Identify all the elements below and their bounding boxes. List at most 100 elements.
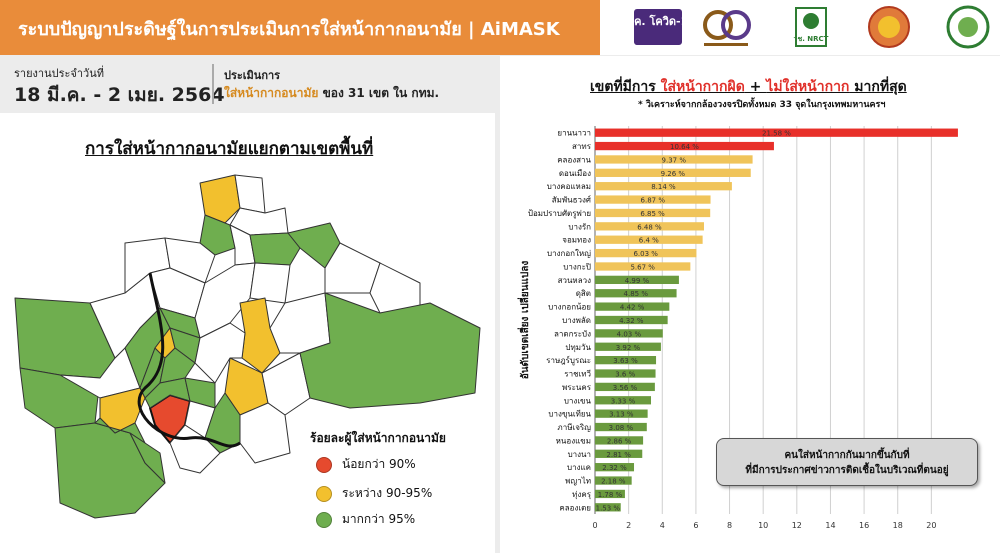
district-map-area[interactable]: [194, 322, 246, 384]
category-label: ดุสิต: [576, 289, 591, 298]
category-label: บางเขน: [564, 396, 592, 405]
data-label: 6.85 %: [640, 210, 665, 218]
bar: [595, 235, 703, 244]
legend-item-mid: ระหว่าง 90-95%: [316, 484, 432, 503]
category-label: บางกะปิ: [563, 262, 591, 271]
category-label: บางพลัด: [562, 316, 591, 325]
nrct-logo-text: วช. NRCT: [794, 35, 829, 43]
category-label: บางรัก: [568, 222, 591, 231]
y-axis-label: อันดับเขตเสี่ยง เปลี่ยนแปลง: [517, 261, 531, 380]
district-map-area[interactable]: [369, 262, 421, 314]
district-map-area[interactable]: [249, 232, 301, 266]
data-label: 4.42 %: [620, 304, 645, 312]
data-label: 3.6 %: [615, 371, 635, 379]
x-tick-label: 6: [693, 521, 698, 530]
data-label: 2.32 %: [602, 464, 627, 472]
x-tick-label: 12: [792, 521, 802, 530]
legend-dot-yellow-icon: [316, 485, 332, 502]
data-label: 9.26 %: [661, 170, 686, 178]
category-label: บางขุนเทียน: [548, 410, 591, 419]
category-label: ภาษีเจริญ: [557, 423, 591, 432]
x-tick-label: 16: [859, 521, 869, 530]
ccsa-logo-text: ศบค. โควิด-19: [632, 14, 684, 28]
data-label: 3.08 %: [609, 424, 634, 432]
category-label: สัมพันธวงศ์: [552, 195, 591, 205]
district-map-area[interactable]: [299, 292, 481, 409]
data-label: 9.37 %: [662, 156, 687, 164]
data-label: 6.4 %: [639, 237, 659, 245]
ccsa-logo-graphic: ศบค. โควิด-19: [632, 9, 684, 45]
district-map-area[interactable]: [249, 262, 291, 304]
data-label: 8.14 %: [651, 183, 676, 191]
category-label: ทุ่งครุ: [572, 490, 592, 499]
bangkok-seal-icon: [942, 5, 994, 49]
anniversary-logo-icon: [700, 5, 752, 49]
legend-item-low: น้อยกว่า 90%: [316, 455, 416, 474]
x-tick-label: 18: [893, 521, 903, 530]
district-map-area[interactable]: [54, 422, 166, 519]
district-map-area[interactable]: [159, 347, 196, 384]
map-panel: การใส่หน้ากากอนามัยแยกตามเขตพื้นที่: [0, 113, 495, 553]
data-label: 3.33 %: [611, 397, 636, 405]
data-label: 3.63 %: [613, 357, 638, 365]
bar: [595, 262, 691, 271]
bar: [595, 369, 656, 378]
ccsa-logo-icon: ศบค. โควิด-19: [632, 5, 684, 49]
bar: [595, 476, 632, 485]
district-map-area[interactable]: [129, 432, 166, 484]
bar: [595, 182, 732, 191]
bar: [595, 155, 753, 164]
evaluation-label: ประเมินการ: [224, 69, 281, 82]
legend-label: ระหว่าง 90-95%: [342, 486, 433, 500]
chart-panel: 0 2 4 6 8 10 12 14 16 18 20 อันดับเขตเสี่ยง เปลี่ยน…: [500, 56, 1000, 553]
category-label: ราชเทวี: [564, 370, 591, 379]
chart-title-part: เขตที่มีการ: [590, 79, 661, 95]
data-label: 3.92 %: [616, 344, 641, 352]
category-label: ป้อมปราบศัตรูพ่าย: [528, 209, 591, 219]
category-label: บางนา: [568, 450, 591, 459]
district-map-area[interactable]: [164, 237, 216, 284]
map-title: การใส่หน้ากากอนามัยแยกตามเขตพื้นที่: [85, 139, 374, 159]
bar: [595, 463, 635, 472]
callout-line: คนใส่หน้ากากกันมากขึ้นกับที่: [784, 450, 910, 461]
x-tick-label: 10: [758, 521, 768, 530]
bar: [595, 342, 661, 351]
category-label: บางกอกใหญ่: [547, 249, 591, 258]
legend-label: น้อยกว่า 90%: [342, 457, 416, 471]
report-date-label: รายงานประจำวันที่: [14, 67, 104, 80]
header-bar: ระบบปัญญาประดิษฐ์ในการประเมินการใส่หน้าก…: [0, 0, 600, 55]
legend-item-high: มากกว่า 95%: [316, 510, 415, 529]
anniversary-logo-graphic: [703, 10, 751, 46]
bar: [595, 436, 644, 445]
category-label: ราษฎร์บูรณะ: [546, 355, 591, 366]
category-label: คลองสาน: [557, 155, 591, 164]
data-label: 6.48 %: [637, 223, 662, 231]
bar: [595, 222, 704, 231]
legend-label: มากกว่า 95%: [342, 512, 416, 526]
report-date: 18 มี.ค. - 2 เมย. 2564: [14, 84, 225, 106]
category-label: หนองแขม: [556, 436, 591, 445]
data-label: 21.58 %: [762, 130, 791, 138]
evaluation-highlight: ใส่หน้ากากอนามัย: [224, 86, 319, 100]
nrct-logo-icon: วช. NRCT: [793, 5, 829, 49]
data-label: 3.56 %: [613, 384, 638, 392]
university-seal-graphic: [868, 6, 910, 48]
bar: [595, 315, 668, 325]
chart-title-part: ใส่หน้ากากผิด: [660, 79, 745, 95]
bar: [595, 489, 625, 499]
district-map-area[interactable]: [234, 174, 266, 214]
bar: [595, 409, 648, 418]
bar: [595, 503, 621, 512]
data-label: 2.86 %: [607, 437, 632, 445]
x-tick-label: 4: [660, 521, 665, 530]
info-divider: [212, 64, 214, 104]
district-map-area[interactable]: [199, 174, 241, 224]
category-label: ดอนเมือง: [559, 169, 591, 178]
bar: [595, 289, 677, 298]
legend-dot-red-icon: [316, 456, 332, 473]
category-label: สวนหลวง: [558, 276, 592, 285]
category-label: คลองเตย: [559, 503, 591, 512]
district-map-area[interactable]: [261, 352, 311, 416]
x-tick-label: 2: [626, 521, 631, 530]
